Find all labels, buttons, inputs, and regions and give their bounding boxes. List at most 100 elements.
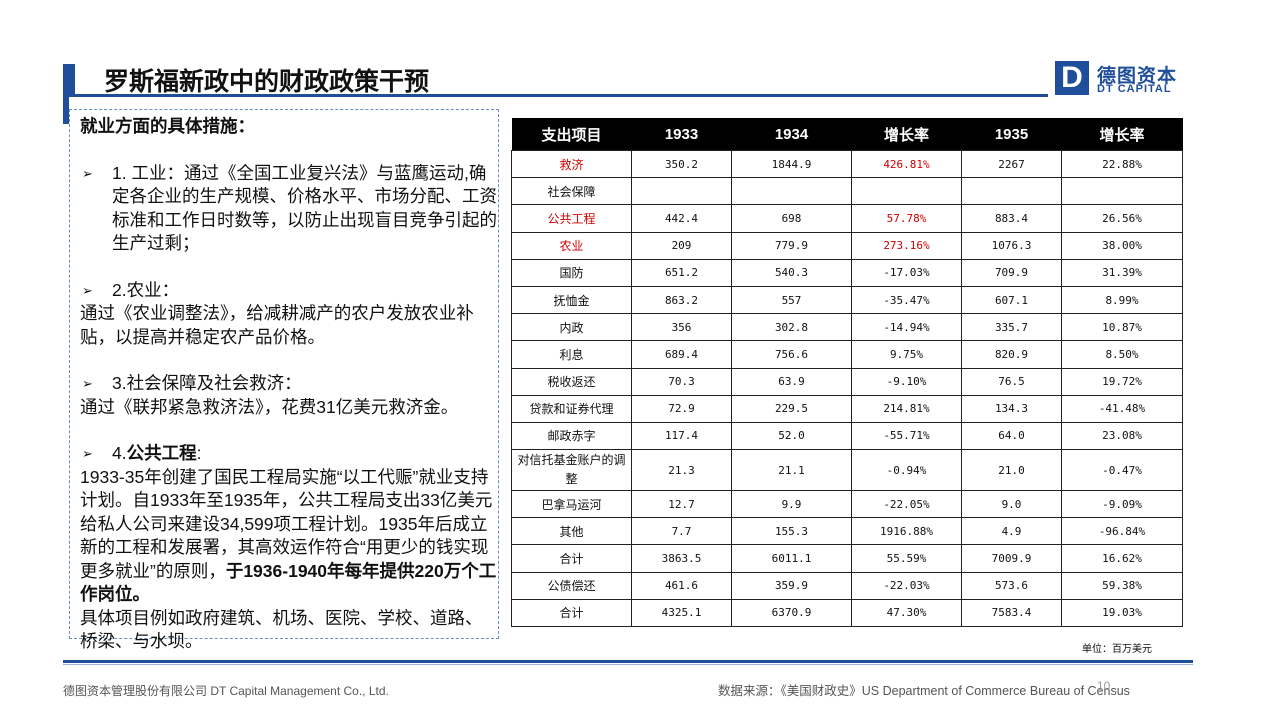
measure-public-body-tail: 具体项目例如政府建筑、机场、医院、学校、道路、桥梁、与水坝。: [80, 607, 483, 652]
cell-1935: 134.3: [961, 394, 1062, 423]
measure-agriculture-label: 2.农业：: [112, 279, 180, 300]
cell-item: 税收返还: [511, 367, 632, 396]
cell-1933: 4325.1: [631, 598, 732, 628]
cell-1935: 9.0: [961, 490, 1062, 519]
cell-item: 抚恤金: [511, 285, 632, 315]
cell-1934: 21.1: [731, 449, 852, 492]
measure-public-label: 公共工程: [126, 443, 197, 463]
cell-1934: [731, 177, 852, 206]
measure-public-prefix: 4.: [112, 443, 127, 463]
cell-1933: 863.2: [631, 285, 732, 315]
cell-growth-1934: -55.71%: [851, 421, 962, 451]
cell-growth-1934: -22.03%: [851, 571, 962, 600]
cell-1933: 12.7: [631, 490, 732, 519]
header-growth-1935: 增长率: [1061, 118, 1183, 151]
cell-1934: 359.9: [731, 571, 852, 600]
table-row: 对信托基金账户的调整 21.3 21.1 -0.94% 21.0 -0.47%: [511, 449, 1183, 492]
cell-growth-1935: 19.03%: [1061, 598, 1183, 628]
table-row: 利息 689.4 756.6 9.75% 820.9 8.50%: [511, 340, 1183, 369]
page-number: 10: [1097, 679, 1111, 693]
table-row: 国防 651.2 540.3 -17.03% 709.9 31.39%: [511, 258, 1183, 287]
cell-item: 农业: [511, 231, 632, 260]
cell-item: 对信托基金账户的调整: [511, 449, 632, 492]
cell-growth-1934: 55.59%: [851, 544, 962, 573]
cell-growth-1935: 38.00%: [1061, 231, 1183, 260]
cell-growth-1935: [1061, 177, 1183, 206]
cell-1934: 557: [731, 285, 852, 315]
cell-1933: 7.7: [631, 517, 732, 546]
cell-1935: 573.6: [961, 571, 1062, 600]
measures-panel-border: [69, 109, 499, 639]
company-logo: D 德图资本 DT CAPITAL: [1055, 61, 1185, 97]
cell-1933: 689.4: [631, 340, 732, 369]
measure-social-body: 通过《联邦紧急救济法》，花费31亿美元救济金。: [80, 396, 459, 417]
cell-1933: 209: [631, 231, 732, 260]
cell-1933: 21.3: [631, 449, 732, 492]
cell-growth-1934: -17.03%: [851, 258, 962, 287]
cell-1935: 709.9: [961, 258, 1062, 287]
measures-heading: 就业方面的具体措施：: [80, 116, 255, 136]
cell-1933: 356: [631, 313, 732, 342]
cell-item: 邮政赤字: [511, 421, 632, 451]
cell-1934: 63.9: [731, 367, 852, 396]
cell-growth-1935: 16.62%: [1061, 544, 1183, 573]
cell-1934: 302.8: [731, 313, 852, 342]
cell-growth-1935: -0.47%: [1061, 449, 1183, 492]
cell-item: 救济: [511, 149, 632, 179]
table-row: 农业 209 779.9 273.16% 1076.3 38.00%: [511, 231, 1183, 260]
measure-item-industry: ➢ 1. 工业：通过《全国工业复兴法》与蓝鹰运动,确定各企业的生产规模、价格水平…: [80, 162, 498, 256]
cell-growth-1935: 8.50%: [1061, 340, 1183, 369]
table-row: 贷款和证券代理 72.9 229.5 214.81% 134.3 -41.48%: [511, 394, 1183, 423]
cell-item: 利息: [511, 340, 632, 369]
measure-public-suffix: :: [196, 443, 202, 463]
cell-growth-1935: -96.84%: [1061, 517, 1183, 546]
cell-growth-1935: 22.88%: [1061, 149, 1183, 179]
cell-1934: 756.6: [731, 340, 852, 369]
table-row: 公债偿还 461.6 359.9 -22.03% 573.6 59.38%: [511, 571, 1183, 600]
cell-growth-1934: -0.94%: [851, 449, 962, 492]
cell-growth-1935: 26.56%: [1061, 204, 1183, 233]
logo-mark: D: [1055, 61, 1089, 95]
cell-1933: 651.2: [631, 258, 732, 287]
cell-1933: 350.2: [631, 149, 732, 179]
table-row: 抚恤金 863.2 557 -35.47% 607.1 8.99%: [511, 285, 1183, 315]
footer-source: 数据来源：《美国财政史》US Department of Commerce Bu…: [718, 684, 1130, 698]
cell-1935: 64.0: [961, 421, 1062, 451]
cell-1935: [961, 177, 1062, 206]
cell-growth-1934: 426.81%: [851, 149, 962, 179]
cell-item: 公共工程: [511, 204, 632, 233]
measure-public-body-text: 1933-35年创建了国民工程局实施“以工代赈”就业支持计划。自1933年至19…: [80, 466, 493, 581]
cell-1933: 3863.5: [631, 544, 732, 573]
header-1934: 1934: [731, 118, 852, 151]
cell-1934: 229.5: [731, 394, 852, 423]
table-row: 合计 3863.5 6011.1 55.59% 7009.9 16.62%: [511, 544, 1183, 573]
cell-growth-1935: -41.48%: [1061, 394, 1183, 423]
cell-1933: 72.9: [631, 394, 732, 423]
cell-1935: 820.9: [961, 340, 1062, 369]
cell-growth-1935: -9.09%: [1061, 490, 1183, 519]
cell-item: 内政: [511, 313, 632, 342]
cell-1935: 335.7: [961, 313, 1062, 342]
table-row: 其他 7.7 155.3 1916.88% 4.9 -96.84%: [511, 517, 1183, 546]
cell-item: 国防: [511, 258, 632, 287]
cell-1935: 7583.4: [961, 598, 1062, 628]
page-title: 罗斯福新政中的财政政策干预: [104, 68, 430, 96]
cell-item: 公债偿还: [511, 571, 632, 600]
title-accent-bar: [63, 64, 75, 96]
cell-growth-1934: -35.47%: [851, 285, 962, 315]
table-row: 邮政赤字 117.4 52.0 -55.71% 64.0 23.08%: [511, 421, 1183, 451]
footer-divider: [63, 660, 1193, 663]
measure-industry-text: 1. 工业：通过《全国工业复兴法》与蓝鹰运动,确定各企业的生产规模、价格水平、市…: [112, 162, 497, 254]
measures-panel: 就业方面的具体措施： ➢ 1. 工业：通过《全国工业复兴法》与蓝鹰运动,确定各企…: [80, 115, 498, 654]
table-row: 公共工程 442.4 698 57.78% 883.4 26.56%: [511, 204, 1183, 233]
arrow-bullet-icon: ➢: [82, 282, 93, 298]
cell-growth-1934: 273.16%: [851, 231, 962, 260]
cell-1935: 883.4: [961, 204, 1062, 233]
measure-public-body: 1933-35年创建了国民工程局实施“以工代赈”就业支持计划。自1933年至19…: [80, 466, 498, 654]
footer-company: 德图资本管理股份有限公司 DT Capital Management Co., …: [63, 684, 389, 698]
cell-1934: 6370.9: [731, 598, 852, 628]
cell-1934: 52.0: [731, 421, 852, 451]
arrow-bullet-icon: ➢: [82, 376, 93, 391]
cell-item: 巴拿马运河: [511, 490, 632, 519]
footer-divider-thin: [63, 664, 1193, 665]
